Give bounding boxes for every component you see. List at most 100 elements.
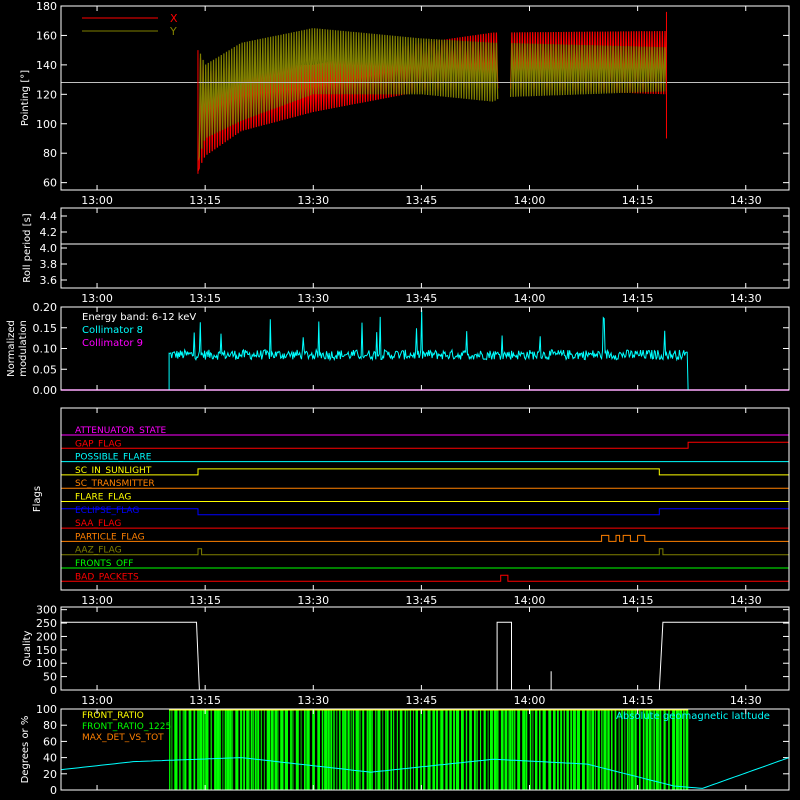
legend-front-ratio-1225: FRONT_RATIO_1225 — [82, 722, 171, 732]
modulation-frame — [60, 306, 790, 391]
front-ratio-bar — [355, 709, 359, 790]
quality-xtick-label: 13:00 — [81, 694, 113, 707]
front-ratio-bar — [621, 709, 623, 790]
flag-label-saa-flag: SAA_FLAG — [75, 519, 121, 529]
quality-xtick-label: 13:15 — [189, 694, 221, 707]
front-ratio-bar — [198, 709, 200, 790]
roll-xtick-label: 13:00 — [81, 292, 113, 305]
front-ratio-bar — [333, 709, 335, 790]
front-ratio-bar — [330, 709, 333, 790]
pointing-ytick-label: 100 — [36, 118, 57, 131]
front-ratio-bar — [199, 709, 203, 790]
front-ratio-bar — [423, 709, 426, 790]
pointing-ytick-label: 180 — [36, 0, 57, 13]
front-ratio-bar — [347, 709, 350, 790]
front-ratio-bar — [407, 709, 409, 790]
front-ratio-bar — [645, 709, 648, 790]
front-ratio-bar — [386, 709, 389, 790]
quality-xtick-label: 13:45 — [406, 694, 438, 707]
front-ratio-bar — [304, 709, 306, 790]
front-ratio-bar — [461, 709, 464, 790]
front-ratio-bar — [280, 709, 284, 790]
modulation-ytick-label: 0.15 — [33, 322, 58, 335]
flags-xtick-label: 14:00 — [514, 594, 546, 607]
front-ratio-bar — [490, 709, 493, 790]
front-ratio-bar — [572, 709, 576, 790]
roll-ytick-label: 4.4 — [40, 210, 58, 223]
front-ratio-bar — [248, 709, 250, 790]
flag-line-bad-packets — [61, 574, 789, 582]
front-ratio-bar — [404, 709, 407, 790]
quality-xtick-label: 13:30 — [297, 694, 329, 707]
front-ratio-bar — [292, 709, 294, 790]
front-ratio-bar — [266, 709, 271, 790]
front-ratio-bar — [589, 709, 591, 790]
flag-label-sc-in-sunlight: SC_IN_SUNLIGHT — [75, 466, 152, 476]
front-ratio-bar — [588, 709, 589, 790]
energy-band-label: Energy band: 6-12 keV — [82, 312, 196, 323]
front-ratio-bar — [511, 709, 514, 790]
pointing-ytick-label: 60 — [43, 177, 57, 190]
front-ratio-bar — [171, 709, 173, 790]
front-ratio-bar — [626, 709, 629, 790]
roll-xtick-label: 13:30 — [297, 292, 329, 305]
front-ratio-bar — [679, 709, 682, 790]
front-ratio-bar — [432, 709, 436, 790]
front-ratio-bar — [359, 709, 361, 790]
front-ratio-bar — [659, 709, 662, 790]
flag-line-sc-in-sunlight — [61, 468, 789, 476]
front-ratio-bar — [497, 709, 499, 790]
legend-label-x: X — [170, 12, 178, 25]
front-ratio-bar — [188, 709, 192, 790]
front-ratio-bar — [409, 709, 412, 790]
flag-label-fronts-off: FRONTS_OFF — [75, 559, 133, 569]
front-ratio-bar — [439, 709, 441, 790]
front-ratio-bar — [336, 709, 338, 790]
front-ratio-bar — [517, 709, 521, 790]
quality-ytick-label: 100 — [36, 657, 57, 670]
ratios-ytick-label: 100 — [36, 703, 57, 716]
front-ratio-bar — [548, 709, 552, 790]
front-ratio-bar — [529, 709, 532, 790]
pointing-ylabel: Pointing [°] — [20, 70, 31, 126]
front-ratio-bar — [639, 709, 641, 790]
legend-geomagnetic-latitude: Absolute geomagnetic latitude — [616, 711, 770, 722]
front-ratio-bar — [542, 709, 546, 790]
front-ratio-bar — [396, 709, 398, 790]
front-ratio-bar — [220, 709, 221, 790]
front-ratio-bar — [317, 709, 320, 790]
front-ratio-bar — [427, 709, 431, 790]
quality-frame — [60, 606, 790, 691]
flag-label-particle-flag: PARTICLE_FLAG — [75, 532, 145, 542]
quality-ytick-label: 300 — [36, 604, 57, 617]
front-ratio-bar — [487, 709, 489, 790]
front-ratio-bar — [655, 709, 659, 790]
front-ratio-bar — [653, 709, 655, 790]
front-ratio-bar — [399, 709, 403, 790]
front-ratio-bar — [445, 709, 448, 790]
front-ratio-bar — [350, 709, 352, 790]
front-ratio-bar — [232, 709, 234, 790]
front-ratio-bar — [630, 709, 634, 790]
front-ratio-bar — [413, 709, 414, 790]
front-ratio-bar — [476, 709, 478, 790]
flag-label-bad-packets: BAD_PACKETS — [75, 572, 139, 582]
roll-ytick-label: 3.8 — [40, 258, 58, 271]
front-ratio-bar — [371, 709, 373, 790]
front-ratio-bar — [193, 709, 196, 790]
front-ratio-bar — [624, 709, 626, 790]
quality-ytick-label: 200 — [36, 630, 57, 643]
front-ratio-bar — [560, 709, 563, 790]
front-ratio-bar — [321, 709, 324, 790]
front-ratio-bar — [539, 709, 541, 790]
pointing-ytick-label: 80 — [43, 147, 57, 160]
flags-ylabel: Flags — [32, 486, 43, 512]
front-ratio-bar — [375, 709, 377, 790]
front-ratio-bar — [306, 709, 310, 790]
flag-line-aaz-flag — [61, 548, 789, 556]
front-ratio-bar — [182, 709, 184, 790]
roll-ytick-label: 4.0 — [40, 242, 58, 255]
front-ratio-bar — [683, 709, 685, 790]
front-ratio-bar — [611, 709, 613, 790]
modulation-ytick-label: 0.20 — [33, 301, 58, 314]
